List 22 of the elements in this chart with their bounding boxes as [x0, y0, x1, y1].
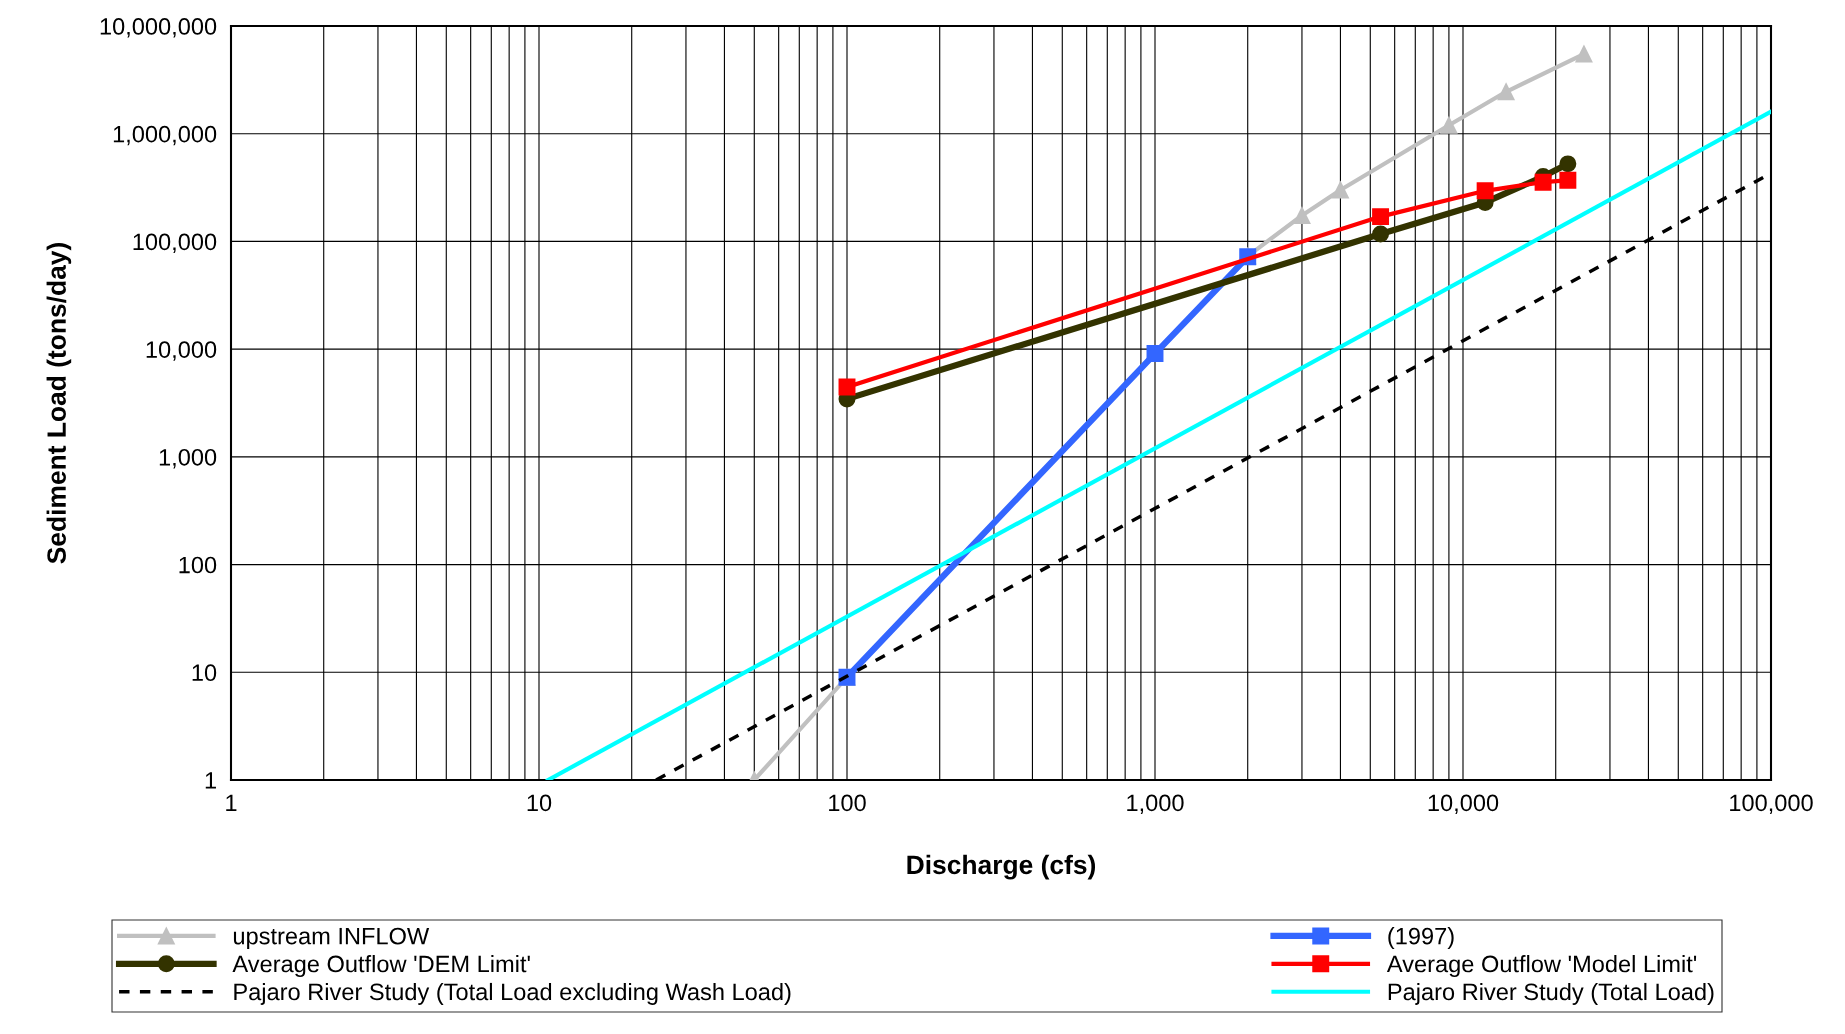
x-axis-title: Discharge (cfs) — [907, 854, 1096, 880]
legend-label: Average Outflow 'Model Limit' — [1386, 955, 1697, 978]
x-tick-label: 1,000 — [1127, 794, 1184, 815]
legend-label: Pajaro River Study (Total Load) — [1388, 982, 1714, 1005]
x-tick-label: 10 — [527, 794, 552, 812]
legend-label: Average Outflow 'DEM Limit' — [232, 955, 530, 978]
legend-label: (1997) — [1388, 927, 1454, 950]
x-tick-label: 1 — [226, 794, 237, 811]
y-tick-label: 10 — [192, 664, 217, 682]
y-tick-label: 100,000 — [133, 233, 217, 254]
x-tick-label: 100 — [829, 794, 866, 812]
y-tick-label: 1,000 — [159, 448, 217, 469]
legend-label: upstream INFLOW — [233, 927, 430, 950]
y-tick-label: 1,000,000 — [113, 125, 217, 146]
x-tick-label: 10,000 — [1428, 794, 1499, 815]
y-tick-label: 1 — [205, 772, 216, 789]
y-axis-title: Sediment Load (tons/day) — [46, 243, 72, 564]
x-tick-label: 100,000 — [1730, 794, 1813, 815]
y-tick-label: 10,000 — [146, 341, 217, 361]
legend-label: Pajaro River Study (Total Load excluding Wash Load) — [234, 982, 791, 1005]
y-tick-label: 10,000,000 — [100, 18, 217, 38]
y-tick-label: 100 — [179, 556, 217, 574]
